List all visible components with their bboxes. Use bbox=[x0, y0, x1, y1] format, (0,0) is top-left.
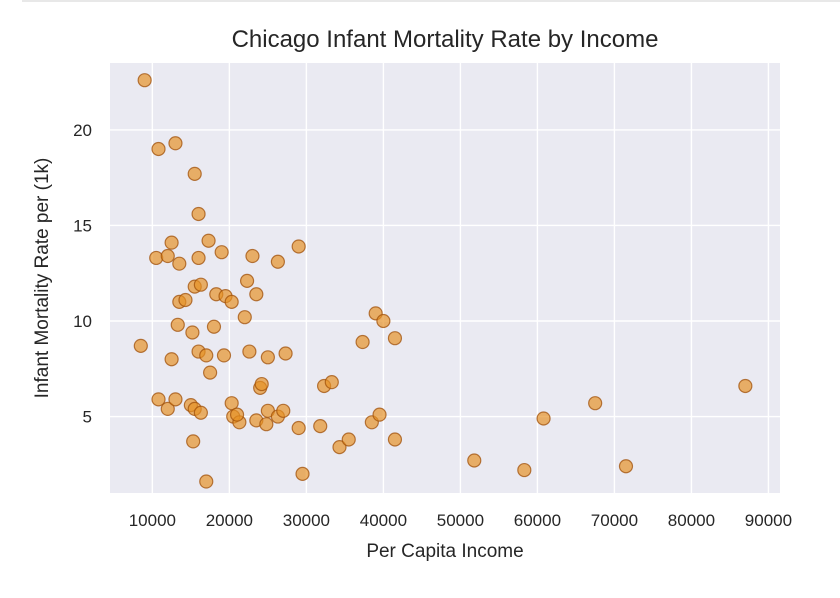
x-tick-label: 50000 bbox=[437, 511, 484, 530]
data-point bbox=[387, 331, 403, 346]
data-point bbox=[203, 365, 218, 380]
data-point bbox=[193, 405, 208, 420]
data-point bbox=[372, 407, 387, 422]
data-point bbox=[387, 432, 403, 447]
data-point bbox=[193, 277, 208, 292]
data-point bbox=[168, 136, 183, 151]
x-tick-label: 60000 bbox=[514, 511, 561, 530]
data-point bbox=[160, 401, 175, 417]
data-point bbox=[178, 292, 193, 308]
data-point bbox=[295, 466, 310, 481]
data-point bbox=[254, 376, 269, 392]
data-point bbox=[270, 254, 285, 269]
x-axis-label: Per Capita Income bbox=[366, 541, 523, 562]
data-point bbox=[206, 319, 222, 334]
x-tick-label: 20000 bbox=[206, 511, 253, 530]
data-point bbox=[224, 294, 239, 309]
data-point bbox=[199, 348, 214, 363]
data-point bbox=[151, 392, 166, 407]
data-point bbox=[187, 166, 202, 181]
y-tick-label: 10 bbox=[73, 312, 92, 331]
y-tick-label: 15 bbox=[73, 216, 92, 235]
x-tick-label: 80000 bbox=[668, 511, 715, 530]
grid-lines bbox=[110, 63, 780, 493]
data-point bbox=[137, 73, 152, 88]
data-point bbox=[517, 462, 532, 478]
data-point bbox=[276, 403, 291, 418]
data-point bbox=[229, 407, 245, 422]
data-point bbox=[278, 346, 293, 361]
y-tick-labels: 5 10 15 20 bbox=[73, 121, 92, 427]
data-points bbox=[133, 73, 753, 489]
data-point bbox=[738, 378, 753, 394]
data-point bbox=[249, 287, 264, 302]
x-tick-labels: 10000 20000 30000 40000 50000 60000 70000 80000… bbox=[129, 511, 792, 530]
data-point bbox=[355, 334, 370, 350]
data-point bbox=[216, 348, 232, 363]
data-point bbox=[332, 440, 347, 455]
data-point bbox=[341, 432, 356, 447]
data-point bbox=[170, 317, 185, 332]
x-tick-label: 90000 bbox=[745, 511, 792, 530]
data-point bbox=[149, 250, 164, 266]
x-tick-label: 70000 bbox=[591, 511, 638, 530]
data-point bbox=[260, 350, 275, 365]
data-point bbox=[324, 375, 339, 390]
data-point bbox=[133, 338, 148, 353]
data-point bbox=[618, 459, 634, 474]
data-point bbox=[245, 248, 260, 264]
y-tick-label: 5 bbox=[83, 408, 92, 427]
chart-title: Chicago Infant Mortality Rate by Income bbox=[232, 26, 659, 53]
data-point bbox=[186, 434, 201, 449]
x-tick-label: 10000 bbox=[129, 511, 176, 530]
data-point bbox=[467, 453, 482, 468]
data-point bbox=[291, 239, 306, 254]
data-point bbox=[588, 396, 603, 411]
data-point bbox=[291, 420, 306, 436]
x-tick-label: 30000 bbox=[283, 511, 330, 530]
data-point bbox=[164, 235, 179, 250]
data-point bbox=[259, 417, 274, 432]
data-point bbox=[185, 325, 200, 340]
data-point bbox=[237, 310, 252, 325]
data-point bbox=[242, 344, 257, 359]
data-point bbox=[376, 313, 391, 329]
top-border bbox=[22, 0, 840, 2]
data-point bbox=[151, 141, 166, 157]
data-point bbox=[191, 206, 206, 222]
data-point bbox=[168, 392, 183, 407]
data-point bbox=[239, 273, 255, 288]
x-tick-label: 40000 bbox=[360, 511, 407, 530]
data-point bbox=[191, 250, 206, 266]
data-point bbox=[536, 411, 551, 426]
data-point bbox=[199, 474, 214, 489]
data-point bbox=[164, 352, 179, 367]
y-tick-label: 20 bbox=[73, 121, 92, 140]
y-axis-label: Infant Mortality Rate per (1k) bbox=[32, 158, 53, 399]
data-point bbox=[313, 419, 328, 434]
data-point bbox=[160, 248, 175, 264]
data-point bbox=[172, 256, 187, 271]
data-point bbox=[214, 245, 229, 260]
plot-area bbox=[110, 63, 780, 493]
data-point bbox=[201, 233, 216, 248]
